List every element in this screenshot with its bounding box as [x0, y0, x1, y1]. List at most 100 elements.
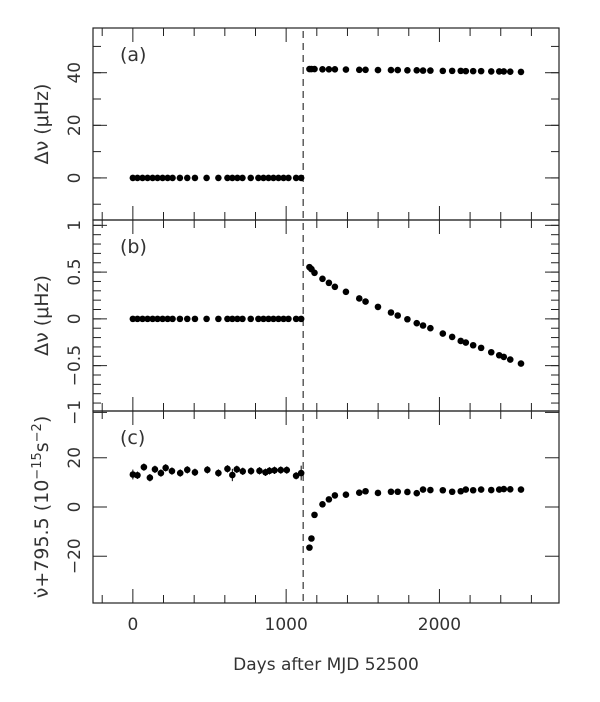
data-point-post-glitch [439, 486, 447, 494]
data-point-post-glitch [319, 500, 326, 508]
data-point-post-glitch [500, 68, 508, 75]
y-axis-label-part: Δν (μHz) [31, 275, 53, 356]
data-point-post-glitch [427, 67, 434, 74]
data-point-pre-glitch [234, 315, 241, 323]
data-point-post-glitch [457, 487, 465, 495]
data-point-pre-glitch [271, 467, 278, 474]
data-point-pre-glitch [164, 315, 171, 323]
data-point-post-glitch [469, 341, 477, 349]
data-point-pre-glitch [239, 468, 247, 475]
data-point-pre-glitch [292, 315, 300, 323]
data-point-post-glitch [387, 309, 395, 316]
data-point-post-glitch [387, 488, 395, 496]
data-point-post-glitch [487, 486, 495, 494]
data-point-pre-glitch [139, 174, 146, 182]
data-point-post-glitch [439, 330, 447, 337]
data-point-pre-glitch [256, 467, 263, 475]
data-point-pre-glitch [183, 466, 191, 474]
y-axis-label-part: −2 [30, 423, 45, 442]
data-point-pre-glitch [144, 315, 151, 323]
data-point-pre-glitch [129, 315, 137, 323]
data-point-post-glitch [487, 68, 495, 75]
data-point-post-glitch [331, 65, 339, 73]
data-point-pre-glitch [191, 315, 199, 323]
data-point-post-glitch [355, 66, 363, 74]
panel-tag: (a) [120, 44, 146, 66]
panel-frame [92, 27, 560, 221]
data-point-post-glitch [362, 298, 369, 305]
data-point-post-glitch [331, 492, 339, 499]
data-point-post-glitch [469, 486, 477, 494]
data-point-post-glitch [308, 535, 315, 542]
data-point-pre-glitch [191, 174, 199, 182]
data-point-post-glitch [311, 511, 318, 519]
data-point-pre-glitch [255, 174, 262, 182]
y-axis-label: ν̇+795.5 (10−15s−2) [30, 416, 54, 599]
data-point-post-glitch [495, 68, 503, 75]
data-point-post-glitch [355, 295, 363, 302]
data-point-post-glitch [394, 66, 402, 74]
data-point-post-glitch [517, 68, 525, 76]
x-tick-label: 2000 [418, 615, 461, 635]
data-point-post-glitch [311, 269, 318, 277]
data-point-post-glitch [439, 67, 447, 75]
y-tick-label: 0 [65, 502, 85, 513]
data-point-pre-glitch [162, 464, 169, 472]
data-point-pre-glitch [203, 174, 210, 182]
data-point-post-glitch [477, 486, 485, 493]
data-point-pre-glitch [283, 466, 291, 474]
y-tick-label: 0 [65, 313, 85, 324]
data-point-post-glitch [362, 487, 369, 495]
panel-tag: (c) [120, 427, 145, 449]
panel-frame [92, 410, 560, 604]
data-point-pre-glitch [191, 468, 199, 476]
data-point-pre-glitch [203, 315, 210, 323]
data-point-post-glitch [413, 319, 421, 327]
data-point-pre-glitch [277, 466, 285, 474]
x-axis-label: Days after MJD 52500 [233, 655, 419, 675]
data-point-post-glitch [462, 339, 470, 346]
data-point-pre-glitch [280, 315, 287, 323]
data-point-post-glitch [477, 67, 485, 75]
data-point-pre-glitch [176, 174, 184, 182]
data-point-pre-glitch [140, 463, 148, 471]
data-point-pre-glitch [149, 174, 156, 182]
data-point-pre-glitch [247, 174, 255, 182]
data-point-post-glitch [419, 486, 427, 493]
panel-frame [92, 219, 560, 412]
panel-tag: (b) [120, 236, 147, 258]
data-point-post-glitch [394, 312, 402, 319]
data-point-pre-glitch [215, 174, 222, 182]
data-point-post-glitch [394, 488, 402, 496]
y-tick-label: 40 [65, 62, 85, 84]
data-point-post-glitch [448, 333, 456, 341]
data-point-post-glitch [462, 67, 470, 75]
y-axis-label-part: ) [31, 416, 53, 423]
data-point-pre-glitch [169, 315, 176, 323]
data-point-post-glitch [306, 544, 313, 551]
data-point-pre-glitch [183, 315, 191, 323]
data-point-post-glitch [331, 283, 339, 291]
data-point-pre-glitch [157, 469, 165, 477]
y-tick-label: −0.5 [65, 345, 85, 386]
panel-c: −20 0 20 0 1000 2000 (c) ν̇+795.5 (10−15s−2) [30, 410, 560, 635]
data-point-pre-glitch [229, 471, 236, 479]
panel-b: −1 −0.5 0 0.5 1 (b) Δν (μHz) [31, 219, 560, 425]
data-point-pre-glitch [134, 315, 141, 323]
data-point-pre-glitch [265, 174, 272, 182]
data-point-pre-glitch [239, 174, 246, 182]
data-point-pre-glitch [159, 315, 166, 323]
data-point-pre-glitch [266, 467, 273, 475]
data-point-post-glitch [325, 496, 333, 503]
data-point-post-glitch [325, 279, 333, 287]
data-point-pre-glitch [265, 315, 272, 323]
y-axis-label-part: ν̇+795.5 (10 [31, 480, 53, 599]
data-point-pre-glitch [247, 315, 255, 323]
data-point-pre-glitch [129, 174, 137, 182]
data-point-post-glitch [311, 65, 318, 73]
data-point-pre-glitch [159, 174, 166, 182]
y-tick-label: 1 [65, 220, 85, 231]
data-point-post-glitch [319, 65, 326, 73]
data-point-post-glitch [427, 486, 434, 494]
